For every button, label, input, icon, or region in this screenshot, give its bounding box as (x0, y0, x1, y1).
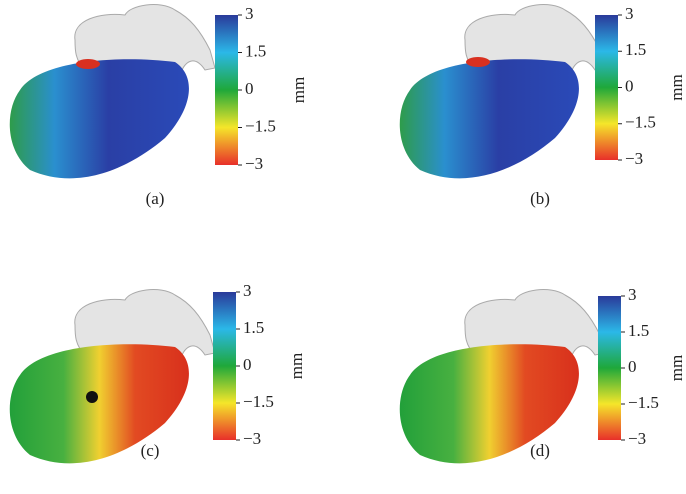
colorbar (595, 15, 618, 160)
tick-label: 1.5 (243, 318, 264, 337)
colorbar (215, 15, 238, 165)
render-b (399, 4, 606, 179)
panel-label: (a) (146, 189, 165, 208)
tick-label: −1.5 (628, 393, 659, 412)
panel-label: (d) (530, 441, 550, 460)
panel-label: (c) (141, 441, 160, 460)
tick-label: 0 (243, 355, 252, 374)
colorbar-unit: mm (667, 355, 686, 381)
tick-label: −3 (245, 154, 263, 173)
colorbar (213, 292, 236, 440)
colorbar (598, 296, 621, 440)
tick-label: 1.5 (245, 41, 266, 60)
tick-label: 0 (628, 357, 637, 376)
colorbar-unit: mm (287, 353, 306, 379)
tick-label: 1.5 (628, 321, 649, 340)
tick-label: −1.5 (245, 116, 276, 135)
tick-label: 3 (245, 4, 254, 23)
render-a (9, 4, 216, 179)
tick-label: −3 (243, 429, 261, 448)
tick-label: −3 (625, 149, 643, 168)
tick-label: −1.5 (625, 113, 656, 132)
tick-label: 0 (625, 76, 634, 95)
render-c (9, 289, 216, 464)
tick-label: 3 (243, 281, 252, 300)
tick-label: 0 (245, 79, 254, 98)
colorbar-unit: mm (667, 74, 686, 100)
panel-label: (b) (530, 189, 550, 208)
tick-label: −3 (628, 429, 646, 448)
tick-label: −1.5 (243, 392, 274, 411)
colorbar-unit: mm (289, 77, 308, 103)
tick-label: 3 (628, 285, 637, 304)
tick-label: 1.5 (625, 40, 646, 59)
render-d (399, 289, 606, 464)
tick-label: 3 (625, 4, 634, 23)
